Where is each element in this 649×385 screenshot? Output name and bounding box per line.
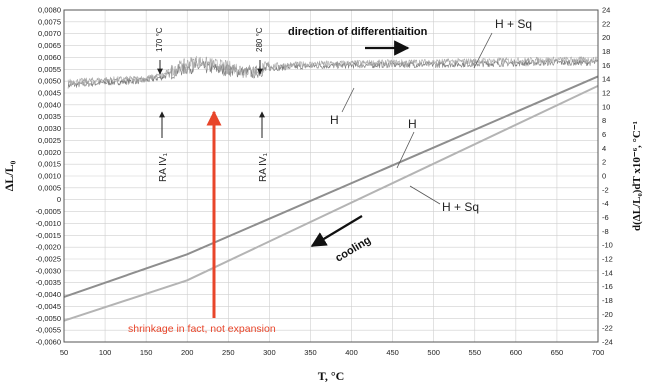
x-tick-label: 50	[60, 348, 68, 357]
y2-tick-label: 12	[602, 89, 610, 98]
y2-tick-label: 0	[602, 172, 606, 181]
y2-axis-title: d(ΔL/L₀)dT x10⁻⁶, °C⁻¹	[631, 121, 643, 231]
y2-tick-label: -10	[602, 241, 613, 250]
y-tick-label: -0,0010	[36, 219, 61, 228]
y2-tick-label: -2	[602, 185, 609, 194]
y-tick-label: -0,0045	[36, 302, 61, 311]
x-axis-title: T, °C	[318, 369, 345, 383]
y2-tick-label: 18	[602, 47, 610, 56]
x-tick-label: 600	[510, 348, 523, 357]
y-tick-label: 0,0065	[38, 41, 61, 50]
y-tick-label: -0,0035	[36, 278, 61, 287]
y2-tick-label: 6	[602, 130, 606, 139]
y2-tick-label: -12	[602, 255, 613, 264]
y-tick-label: 0,0035	[38, 112, 61, 121]
series	[63, 55, 599, 322]
label-line-h-sq: H + Sq	[442, 200, 479, 214]
y2-tick-label: 2	[602, 158, 606, 167]
y2-tick-label: -8	[602, 227, 609, 236]
y2-tick-label: -6	[602, 213, 609, 222]
y-tick-label: 0,0030	[38, 124, 61, 133]
direction-label: direction of differentiaition	[288, 26, 428, 38]
y-tick-label: -0,0015	[36, 231, 61, 240]
dilatation-line-0	[63, 75, 599, 298]
label-ra-2: RA IV₁	[258, 152, 269, 182]
leader-h-sq-upper	[473, 32, 493, 69]
derivative-curve-3	[67, 55, 598, 85]
y-tick-label: 0,0070	[38, 29, 61, 38]
y2-tick-label: 16	[602, 61, 610, 70]
label-280: 280 °C	[255, 27, 264, 52]
cooling-arrow	[310, 215, 363, 247]
cooling-label: cooling	[333, 234, 373, 264]
y-tick-label: 0,0055	[38, 65, 61, 74]
x-tick-label: 350	[304, 348, 317, 357]
y-tick-label: -0,0055	[36, 326, 61, 335]
label-170: 170 °C	[155, 27, 164, 52]
x-tick-label: 500	[427, 348, 440, 357]
y2-tick-label: 24	[602, 6, 610, 15]
y-tick-label: -0,0040	[36, 290, 61, 299]
leader-h-lower	[341, 87, 355, 113]
y2-tick-labels: 242220181614121086420-2-4-6-8-10-12-14-1…	[602, 6, 613, 347]
x-tick-label: 200	[181, 348, 194, 357]
y-tick-label: -0,0060	[36, 338, 61, 347]
y-tick-label: 0,0005	[38, 183, 61, 192]
y2-tick-label: -16	[602, 282, 613, 291]
y-tick-label: -0,0025	[36, 255, 61, 264]
x-tick-label: 300	[263, 348, 276, 357]
x-tick-label: 250	[222, 348, 235, 357]
y-tick-label: 0,0040	[38, 100, 61, 109]
x-tick-label: 150	[140, 348, 153, 357]
y-tick-label: -0,0020	[36, 243, 61, 252]
y2-tick-label: -18	[602, 296, 613, 305]
x-tick-label: 700	[592, 348, 605, 357]
y2-tick-label: 10	[602, 102, 610, 111]
leader-line-h	[396, 131, 415, 169]
y-tick-label: -0,0050	[36, 314, 61, 323]
y2-tick-label: 20	[602, 33, 610, 42]
y-tick-label: 0,0020	[38, 148, 61, 157]
x-tick-label: 650	[551, 348, 564, 357]
y-tick-label: 0,0045	[38, 89, 61, 98]
x-tick-label: 550	[469, 348, 482, 357]
y2-tick-label: -4	[602, 199, 609, 208]
y2-tick-label: 22	[602, 19, 610, 28]
y2-tick-label: -22	[602, 324, 613, 333]
x-tick-labels: 50 100 150 200 250 300 350 400 450 500 550 600 650 70…	[60, 348, 604, 357]
y2-tick-label: 8	[602, 116, 606, 125]
y-tick-label: -0,0030	[36, 266, 61, 275]
shrinkage-label: shrinkage in fact, not expansion	[128, 323, 276, 335]
y-tick-label: -0,0005	[36, 207, 61, 216]
y2-tick-label: -24	[602, 338, 613, 347]
y2-tick-label: 14	[602, 75, 610, 84]
y-tick-label: 0,0010	[38, 172, 61, 181]
y-tick-label: 0	[57, 195, 61, 204]
x-tick-label: 400	[345, 348, 358, 357]
plot-frame	[63, 9, 599, 343]
y2-tick-label: -20	[602, 310, 613, 319]
dilatation-line-1	[63, 84, 599, 322]
y-tick-label: 0,0075	[38, 17, 61, 26]
label-ra-1: RA IV₁	[158, 152, 169, 182]
x-tick-label: 100	[99, 348, 112, 357]
label-h-lower: H	[330, 113, 339, 127]
y-tick-label: 0,0060	[38, 53, 61, 62]
y2-tick-label: 4	[602, 144, 606, 153]
leader-line-h-sq	[409, 185, 441, 205]
label-line-h: H	[408, 117, 417, 131]
y-tick-label: 0,0050	[38, 77, 61, 86]
grid	[63, 9, 599, 343]
x-tick-label: 450	[386, 348, 399, 357]
y-axis-title: ΔL/L₀	[2, 160, 16, 191]
y-tick-labels: 0,0080 0,0075 0,0070 0,0065 0,0060 0,0055 0,00…	[36, 6, 61, 347]
y2-tick-label: -14	[602, 268, 613, 277]
y-tick-label: 0,0025	[38, 136, 61, 145]
y-tick-label: 0,0080	[38, 6, 61, 15]
label-h-sq-upper: H + Sq	[495, 17, 532, 31]
y-tick-label: 0,0015	[38, 160, 61, 169]
